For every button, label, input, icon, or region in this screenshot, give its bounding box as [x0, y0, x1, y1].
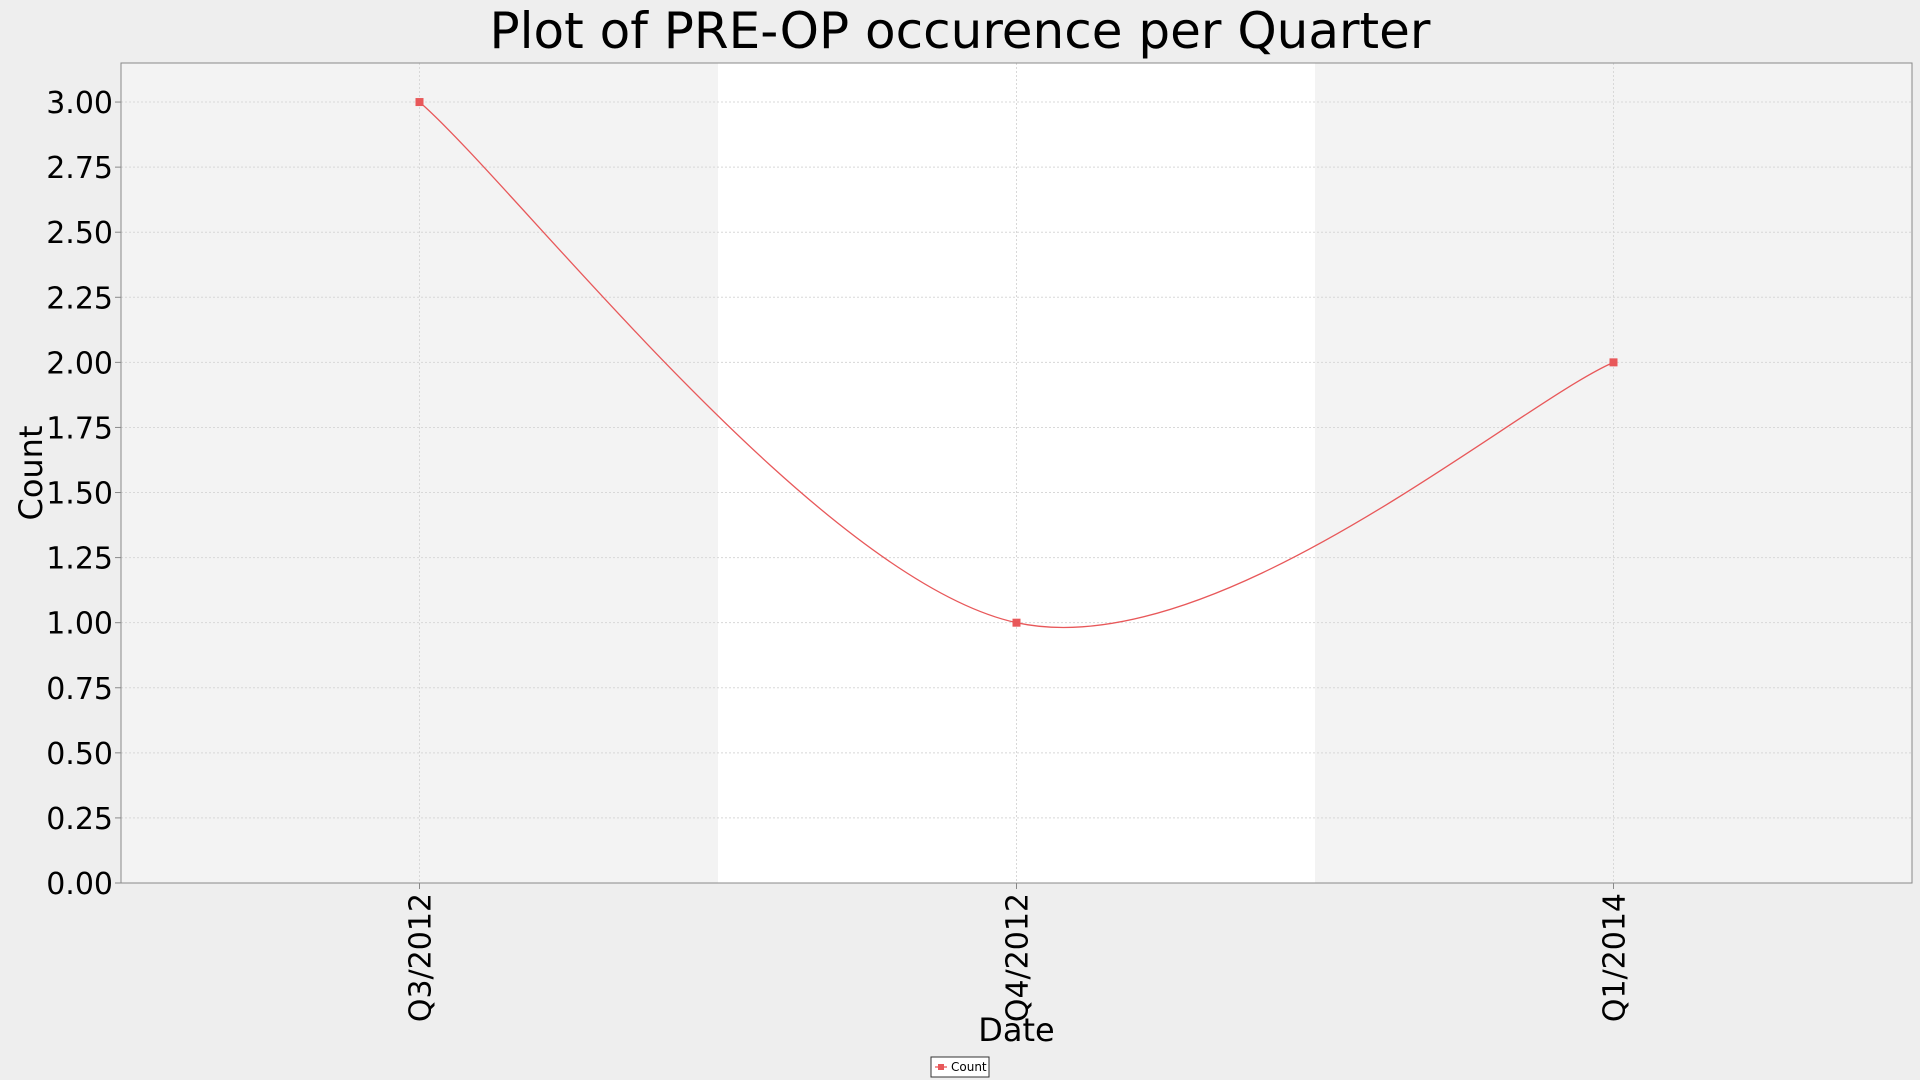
x-tick-label: Q4/2012	[1001, 893, 1036, 1022]
y-tick-label: 1.00	[46, 607, 113, 642]
y-tick-label: 2.00	[46, 346, 113, 381]
chart-title: Plot of PRE-OP occurence per Quarter	[490, 2, 1431, 60]
y-tick-label: 0.75	[46, 672, 113, 707]
y-tick-label: 2.50	[46, 216, 113, 251]
y-tick-label: 1.50	[46, 477, 113, 512]
y-tick-label: 0.25	[46, 802, 113, 837]
y-tick-label: 3.00	[46, 86, 113, 121]
y-tick-label: 1.25	[46, 542, 113, 577]
x-tick-label: Q1/2014	[1598, 893, 1633, 1022]
plot-frame	[120, 62, 1913, 884]
legend-box	[930, 1056, 990, 1078]
y-tick-label: 2.75	[46, 151, 113, 186]
y-tick-label: 2.25	[46, 281, 113, 316]
x-tick-label: Q3/2012	[404, 893, 439, 1022]
y-tick-label: 1.75	[46, 411, 113, 446]
y-axis-title: Count	[12, 425, 50, 520]
y-tick-label: 0.50	[46, 737, 113, 772]
data-point	[1609, 358, 1618, 367]
y-tick-label: 0.00	[46, 867, 113, 902]
legend: Count	[930, 1056, 990, 1078]
data-point	[415, 98, 424, 107]
plot-area: 0.00 0.25 0.50 0.75 1.00 1.25 1.50 1.75 2.00 2.25…	[46, 62, 1913, 1022]
x-axis-title: Date	[978, 1011, 1054, 1049]
data-point	[1012, 618, 1021, 627]
legend-marker-swatch	[938, 1064, 944, 1070]
legend-label: Count	[951, 1060, 987, 1074]
